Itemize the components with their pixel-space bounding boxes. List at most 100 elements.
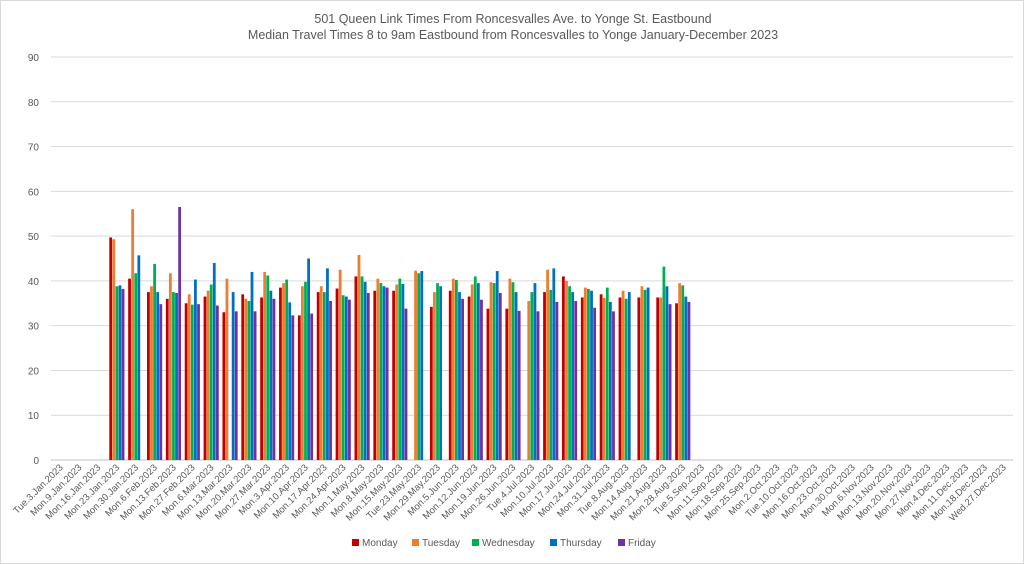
bar-thursday <box>231 292 235 460</box>
bar-tuesday <box>565 280 568 460</box>
bar-wednesday <box>455 279 458 460</box>
bar-tuesday <box>112 239 116 460</box>
bar-wednesday <box>643 289 647 460</box>
bar-tuesday <box>187 294 191 460</box>
y-tick-label: 0 <box>33 456 39 467</box>
bar-friday <box>272 298 276 460</box>
bar-thursday <box>382 286 386 460</box>
legend-label: Thursday <box>560 538 602 549</box>
y-tick-label: 30 <box>28 322 40 333</box>
bar-tuesday <box>338 269 342 460</box>
bar-wednesday <box>134 273 138 460</box>
bar-monday <box>486 308 490 460</box>
bar-thursday <box>137 255 141 460</box>
bar-monday <box>637 297 641 460</box>
bar-tuesday <box>168 273 172 460</box>
bar-thursday <box>627 292 631 460</box>
bar-friday <box>517 310 521 460</box>
legend-label: Wednesday <box>482 538 535 549</box>
bar-thursday <box>646 287 650 460</box>
bar-tuesday <box>282 283 285 460</box>
bar-monday <box>467 296 471 460</box>
bar-friday <box>574 301 578 460</box>
bar-friday <box>329 301 332 460</box>
y-tick-label: 10 <box>28 411 40 422</box>
bar-friday <box>348 299 351 460</box>
bar-monday <box>260 297 263 460</box>
bar-friday <box>461 298 464 460</box>
bar-monday <box>675 303 678 460</box>
bar-thursday <box>571 292 575 460</box>
bar-wednesday <box>285 279 289 460</box>
bar-thursday <box>458 292 461 460</box>
bar-tuesday <box>414 270 417 460</box>
bar-monday <box>580 297 584 460</box>
bar-friday <box>197 304 200 460</box>
bar-monday <box>561 276 565 460</box>
bar-monday <box>279 287 282 460</box>
legend-swatch <box>412 539 419 546</box>
bar-thursday <box>118 285 122 460</box>
legend-swatch <box>550 539 557 546</box>
chart-title: 501 Queen Link Times From Roncesvalles A… <box>314 12 712 26</box>
bar-wednesday <box>209 284 213 460</box>
bar-monday <box>241 294 245 460</box>
bar-friday <box>593 307 597 460</box>
bar-tuesday <box>131 209 135 460</box>
bar-wednesday <box>304 281 307 460</box>
bar-tuesday <box>433 292 436 460</box>
bar-tuesday <box>583 287 587 460</box>
bar-tuesday <box>150 286 153 460</box>
bar-thursday <box>363 281 367 460</box>
bar-thursday <box>608 301 612 460</box>
bar-monday <box>543 292 546 460</box>
bar-wednesday <box>190 304 194 460</box>
bar-tuesday <box>678 283 682 460</box>
bar-tuesday <box>244 298 248 460</box>
bar-wednesday <box>624 298 628 460</box>
bar-thursday <box>401 284 405 460</box>
bar-tuesday <box>225 278 229 460</box>
bar-wednesday <box>341 295 345 460</box>
bar-friday <box>536 311 540 460</box>
bar-monday <box>297 315 301 460</box>
bar-monday <box>109 237 113 460</box>
bar-thursday <box>326 268 329 460</box>
bar-friday <box>291 315 295 460</box>
bar-thursday <box>514 292 518 460</box>
bar-thursday <box>288 302 292 460</box>
bar-friday <box>555 301 559 460</box>
bar-wednesday <box>266 275 270 460</box>
bar-thursday <box>590 290 593 460</box>
bar-friday <box>215 305 219 460</box>
bar-wednesday <box>587 288 590 460</box>
y-tick-label: 50 <box>28 232 40 243</box>
bar-wednesday <box>247 301 251 460</box>
bar-tuesday <box>451 278 455 460</box>
bar-wednesday <box>417 273 421 460</box>
legend-label: Friday <box>628 538 656 549</box>
bar-tuesday <box>357 254 361 460</box>
y-tick-label: 80 <box>28 98 40 109</box>
bar-monday <box>448 290 452 460</box>
bar-tuesday <box>319 286 323 460</box>
bar-friday <box>253 311 257 460</box>
bar-monday <box>354 276 358 460</box>
bar-monday <box>147 292 150 460</box>
bar-thursday <box>269 290 273 460</box>
bar-wednesday <box>115 286 119 460</box>
bar-thursday <box>250 271 254 460</box>
bar-thursday <box>684 296 688 460</box>
bar-thursday <box>175 292 178 460</box>
bar-wednesday <box>492 283 496 460</box>
bar-thursday <box>344 296 348 460</box>
bar-tuesday <box>206 290 210 460</box>
bar-wednesday <box>511 282 515 460</box>
bar-monday <box>335 288 339 460</box>
bar-monday <box>505 308 509 460</box>
legend-label: Tuesday <box>422 538 460 549</box>
bar-thursday <box>420 271 424 460</box>
y-tick-label: 90 <box>28 53 40 64</box>
bar-tuesday <box>546 269 550 460</box>
